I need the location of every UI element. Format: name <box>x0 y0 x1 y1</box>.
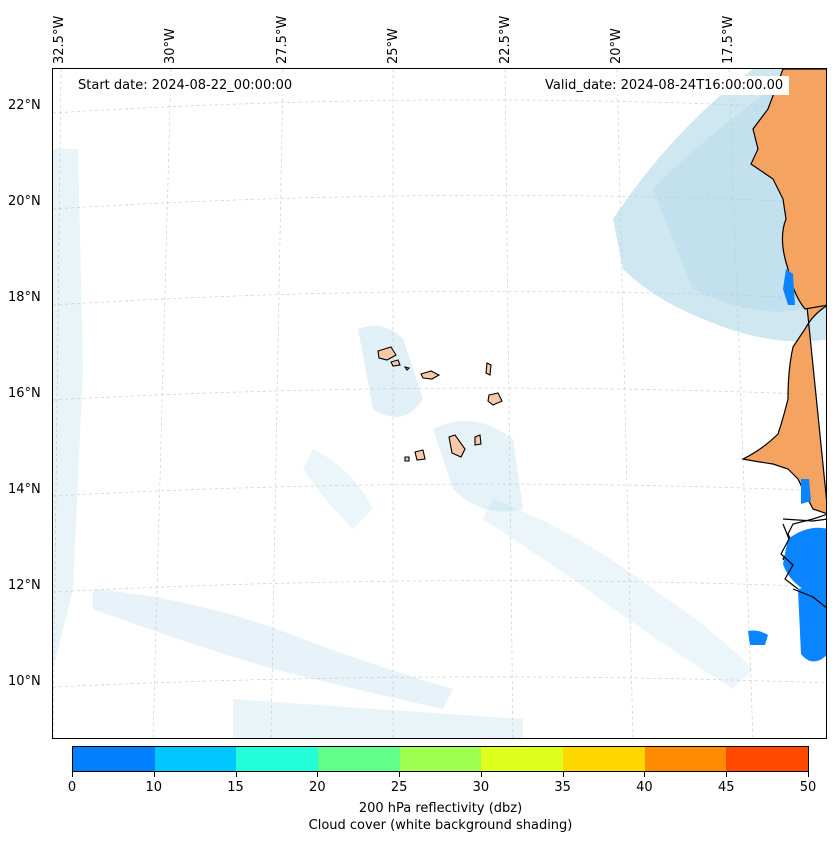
lon-label-27.5w: 27.5°W <box>275 15 290 64</box>
map-panel <box>52 68 827 739</box>
colorbar-tick-label-50: 50 <box>799 780 817 795</box>
valid-date-label: Valid_date: 2024-08-24T16:00:00.00 <box>539 76 790 95</box>
gridline-lon-27.5 <box>270 69 284 738</box>
colorbar-segment-0 <box>73 747 155 771</box>
reflectivity-cells <box>748 269 826 662</box>
lon-label-20w: 20°W <box>609 28 624 64</box>
colorbar-tick-label-45: 45 <box>717 780 735 795</box>
gridline-lat-16 <box>53 387 826 401</box>
colorbar-segment-5 <box>481 747 564 771</box>
lon-label-22.5w: 22.5°W <box>498 15 513 64</box>
colorbar-tick-label-0: 0 <box>67 780 77 795</box>
lon-label-17.5w: 17.5°W <box>721 15 736 64</box>
coastline-details <box>780 518 826 609</box>
colorbar-segment-7 <box>644 747 727 771</box>
lat-label-12n: 12°N <box>8 578 41 593</box>
lat-label-16n: 16°N <box>8 386 41 401</box>
gridline-lon-32.5 <box>53 69 62 738</box>
island-fogo <box>414 449 426 461</box>
coastline-guinea-2 <box>792 588 826 609</box>
colorbar-tick-label-25: 25 <box>390 780 408 795</box>
cloud-band-left <box>53 149 83 669</box>
gridline-lat-18 <box>53 290 826 306</box>
island-santiago <box>448 434 466 458</box>
colorbar-tick-label-30: 30 <box>472 780 490 795</box>
island-sao-nicolau <box>420 370 441 380</box>
lat-label-20n: 20°N <box>8 194 41 209</box>
colorbar-segment-2 <box>236 747 319 771</box>
coastline-guinea <box>780 523 799 590</box>
colorbar-tick-label-10: 10 <box>145 780 163 795</box>
colorbar-tick-15 <box>235 772 237 777</box>
colorbar-tick-20 <box>317 772 319 777</box>
colorbar-tick-25 <box>399 772 401 777</box>
lat-label-14n: 14°N <box>8 482 41 497</box>
island-boa-vista <box>487 392 503 406</box>
island-santo-antao <box>377 346 397 361</box>
gridline-lat-22 <box>53 99 826 114</box>
colorbar-segment-8 <box>726 747 809 771</box>
lat-label-22n: 22°N <box>8 98 41 113</box>
colorbar-segment-6 <box>563 747 645 771</box>
colorbar-tick-35 <box>562 772 564 777</box>
gridline-lat-12 <box>53 580 826 593</box>
colorbar-segment-3 <box>318 747 400 771</box>
colorbar-tick-label-15: 15 <box>227 780 244 795</box>
reflectivity-cell-large <box>783 527 826 599</box>
gridline-lon-22.5 <box>504 69 514 738</box>
lat-label-10n: 10°N <box>8 674 41 689</box>
colorbar-tick-10 <box>153 772 155 777</box>
colorbar <box>72 746 809 772</box>
map-canvas <box>53 69 826 738</box>
gridline-lon-30 <box>152 69 172 738</box>
reflectivity-cell-south <box>798 586 826 662</box>
cloud-streak-south-2 <box>233 699 523 738</box>
reflectivity-cell-coast-north <box>783 269 795 305</box>
lon-label-30w: 30°W <box>163 28 178 64</box>
lon-label-25w: 25°W <box>386 28 401 64</box>
colorbar-segment-4 <box>399 747 482 771</box>
island-sal <box>485 362 492 376</box>
island-maio <box>474 434 482 446</box>
colorbar-sublabel: Cloud cover (white background shading) <box>308 818 573 833</box>
start-date-label: Start date: 2024-08-22_00:00:00 <box>72 76 299 95</box>
coastline-gambia <box>782 518 826 522</box>
cloud-islands-2 <box>433 421 523 512</box>
colorbar-tick-label-35: 35 <box>554 780 571 795</box>
cloud-islands <box>358 325 423 417</box>
colorbar-tick-50 <box>808 772 809 777</box>
gridline-lon-20 <box>616 69 634 738</box>
cloud-streak-east <box>483 499 753 689</box>
lon-label-32.5w: 32.5°W <box>52 15 67 64</box>
gridline-lat-20 <box>53 194 826 210</box>
island-santa-luzia <box>403 366 411 371</box>
gridline-lat-10 <box>53 676 826 688</box>
lat-label-18n: 18°N <box>8 290 41 305</box>
cloud-streak-south <box>93 589 453 709</box>
colorbar-tick-label-40: 40 <box>636 780 653 795</box>
colorbar-label: 200 hPa reflectivity (dbz) <box>358 801 523 816</box>
colorbar-tick-label-20: 20 <box>309 780 326 795</box>
graticule <box>53 69 826 738</box>
island-sao-vicente <box>390 359 401 367</box>
reflectivity-cell-small <box>748 630 768 645</box>
cloud-cover <box>53 69 826 738</box>
reflectivity-cell-coast-mid <box>801 479 811 504</box>
colorbar-tick-0 <box>72 772 73 777</box>
cape-verde-islands <box>377 346 503 462</box>
gridline-lat-14 <box>53 483 826 497</box>
colorbar-tick-40 <box>644 772 646 777</box>
colorbar-tick-30 <box>480 772 482 777</box>
gridline-lon-17.5 <box>728 69 754 738</box>
colorbar-tick-45 <box>726 772 728 777</box>
cloud-streak-mid <box>303 449 373 529</box>
island-brava <box>404 456 410 462</box>
colorbar-segment-1 <box>154 747 237 771</box>
